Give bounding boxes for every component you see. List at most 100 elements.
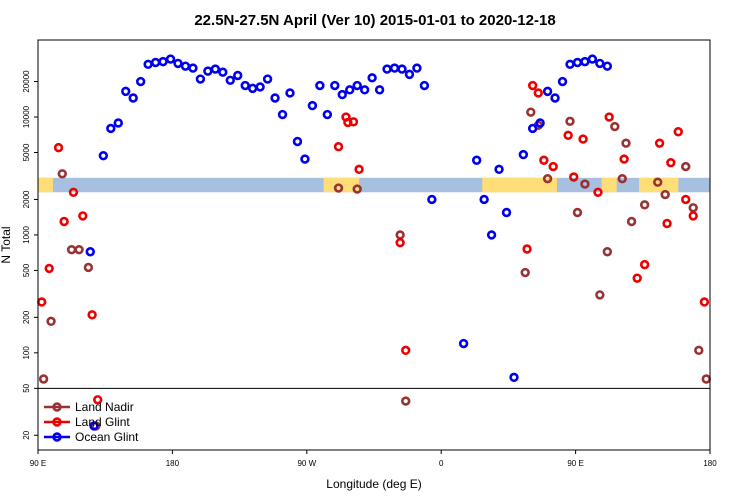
- data-point: [699, 297, 710, 307]
- data-point: [563, 130, 573, 140]
- data-point: [89, 421, 99, 431]
- data-point: [494, 164, 504, 175]
- data-point: [518, 149, 529, 160]
- data-point: [106, 123, 116, 134]
- data-point: [486, 230, 497, 240]
- data-point: [595, 290, 605, 300]
- data-point: [578, 134, 588, 144]
- data-point: [610, 121, 620, 132]
- data-point: [520, 267, 530, 278]
- data-point: [419, 80, 430, 91]
- data-point: [74, 244, 84, 255]
- data-point: [38, 374, 49, 384]
- band-land-segment: [38, 177, 53, 193]
- data-point: [401, 345, 411, 356]
- data-point: [255, 82, 265, 92]
- data-point: [673, 127, 683, 137]
- data-point: [526, 107, 536, 117]
- data-point: [135, 76, 146, 87]
- plot-frame: [37, 39, 711, 451]
- data-point: [501, 207, 512, 218]
- data-point: [150, 57, 161, 68]
- data-point: [333, 142, 344, 152]
- data-point: [569, 172, 579, 182]
- data-point: [701, 374, 711, 384]
- data-point: [621, 138, 631, 148]
- data-point: [401, 396, 411, 406]
- coverage-band: [38, 177, 710, 193]
- data-point: [527, 80, 538, 91]
- data-point: [694, 345, 704, 356]
- data-point: [565, 116, 575, 126]
- data-points: [37, 54, 711, 431]
- data-point: [285, 88, 295, 98]
- data-point: [412, 63, 422, 73]
- data-point: [165, 54, 176, 64]
- x-tick-label: 180: [703, 459, 717, 468]
- y-tick-label: 20: [22, 430, 31, 439]
- data-point: [68, 187, 79, 197]
- data-point: [626, 216, 637, 227]
- data-point: [210, 64, 221, 74]
- data-point: [57, 169, 67, 179]
- x-tick-label: 90 E: [30, 459, 46, 468]
- y-tick-label: 1000: [22, 225, 31, 243]
- data-point: [542, 86, 553, 97]
- data-point: [348, 117, 359, 127]
- data-point: [522, 244, 532, 254]
- data-point: [662, 218, 672, 229]
- legend-label: Land Nadir: [75, 400, 134, 414]
- data-point: [653, 177, 663, 187]
- y-tick-label: 20000: [22, 70, 31, 93]
- data-point: [548, 161, 558, 172]
- data-point: [93, 395, 103, 405]
- data-point: [345, 85, 355, 95]
- legend-marker: [52, 417, 62, 427]
- data-point: [225, 75, 235, 85]
- data-point: [113, 118, 123, 128]
- data-point: [218, 67, 228, 77]
- data-point: [188, 63, 198, 73]
- data-point: [292, 136, 303, 147]
- data-point: [333, 183, 344, 193]
- data-point: [395, 237, 405, 248]
- y-tick-label: 500: [22, 263, 31, 277]
- data-point: [619, 154, 629, 164]
- x-axis: 90 E 180 90 W 0 90 E 180: [30, 450, 717, 468]
- data-point: [666, 157, 676, 168]
- data-point: [307, 100, 318, 111]
- data-point: [604, 112, 614, 122]
- data-point: [203, 66, 213, 76]
- data-point: [572, 57, 583, 68]
- data-point: [542, 173, 553, 184]
- data-point: [121, 86, 131, 97]
- data-point: [87, 310, 97, 320]
- data-point: [322, 109, 333, 120]
- x-tick-label: 90 W: [297, 459, 316, 468]
- data-point: [681, 161, 691, 172]
- data-point: [240, 80, 250, 91]
- data-point: [180, 61, 191, 71]
- data-point: [593, 187, 603, 197]
- data-point: [270, 93, 280, 103]
- band-land-segment: [601, 177, 617, 193]
- data-point: [602, 61, 613, 71]
- data-point: [277, 109, 288, 120]
- data-point: [158, 56, 168, 67]
- data-point: [143, 59, 153, 69]
- y-tick-label: 200: [22, 310, 31, 324]
- data-point: [330, 80, 340, 91]
- data-point: [397, 64, 407, 74]
- data-point: [389, 63, 400, 73]
- data-point: [395, 230, 405, 240]
- data-point: [580, 179, 590, 189]
- legend-marker: [52, 432, 62, 442]
- band-land-segment: [482, 177, 557, 193]
- data-point: [572, 207, 583, 218]
- data-point: [557, 76, 568, 87]
- y-axis-label: N Total: [0, 226, 13, 263]
- data-point: [247, 83, 258, 94]
- data-point: [479, 194, 489, 205]
